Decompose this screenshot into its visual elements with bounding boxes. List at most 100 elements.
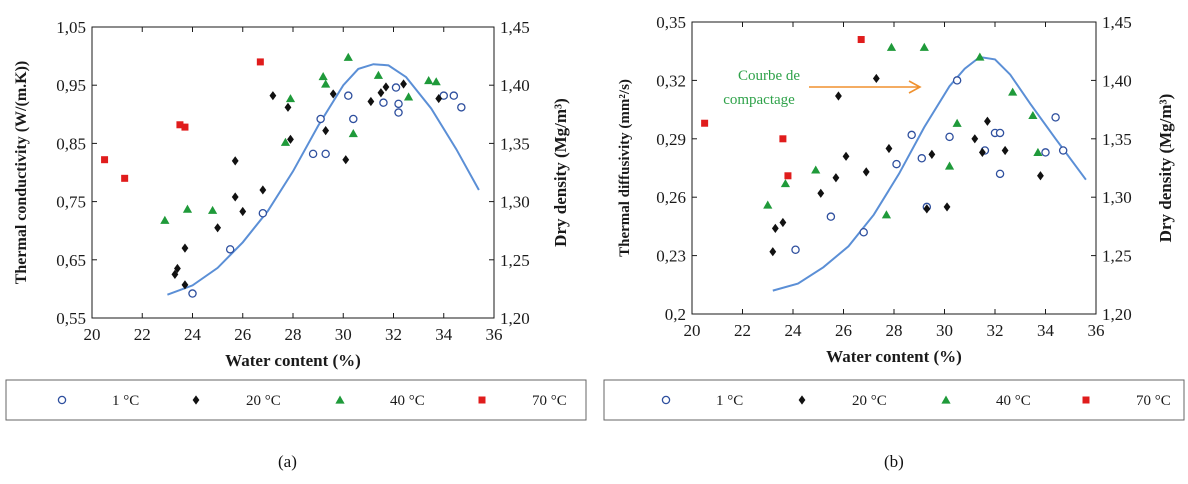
y2-tick-label: 1,20 bbox=[500, 309, 530, 328]
data-point bbox=[435, 93, 443, 104]
data-point bbox=[176, 121, 184, 129]
legend-marker-2 bbox=[335, 395, 345, 404]
data-point bbox=[1008, 87, 1018, 96]
legend-marker-3 bbox=[478, 396, 486, 404]
data-point bbox=[701, 119, 709, 127]
series-2 bbox=[160, 52, 441, 224]
y-tick-label: 0,32 bbox=[656, 71, 686, 90]
y2-tick-label: 1,30 bbox=[500, 193, 530, 212]
data-point bbox=[780, 179, 791, 188]
data-point bbox=[181, 280, 189, 290]
x-tick-label: 36 bbox=[486, 325, 503, 344]
data-point bbox=[881, 210, 892, 219]
data-point bbox=[784, 172, 792, 180]
data-point bbox=[231, 156, 239, 166]
data-point bbox=[373, 70, 384, 79]
y-tick-label: 0,65 bbox=[56, 251, 86, 270]
data-point bbox=[239, 206, 247, 217]
data-point bbox=[945, 132, 954, 142]
y-tick-label: 0,95 bbox=[56, 76, 86, 95]
chart-panel-a: 20 22 24 26 28 30 32 34 36 0,55 0,65 0,75 0,85 0,95 1,… bbox=[0, 0, 594, 479]
x-tick-label: 34 bbox=[435, 325, 453, 344]
y-tick-label: 0,85 bbox=[56, 134, 86, 153]
data-point bbox=[342, 155, 350, 165]
y2-tick-label: 1,40 bbox=[500, 76, 530, 95]
data-point bbox=[214, 223, 222, 233]
data-point bbox=[318, 71, 328, 81]
annotation-arrow-head bbox=[908, 80, 922, 94]
data-point bbox=[321, 149, 330, 159]
y2-tick-label: 1,45 bbox=[500, 18, 530, 37]
data-point bbox=[886, 42, 897, 51]
data-point bbox=[1041, 148, 1050, 157]
x-tick-label: 20 bbox=[684, 321, 701, 340]
data-point bbox=[1001, 145, 1009, 156]
y2-tick-label: 1,25 bbox=[500, 251, 530, 270]
data-point bbox=[943, 202, 951, 212]
data-point bbox=[944, 161, 955, 170]
x-tick-label: 24 bbox=[184, 325, 202, 344]
data-point bbox=[316, 114, 325, 124]
data-point bbox=[348, 129, 358, 138]
data-point bbox=[779, 217, 787, 228]
y2-tick-label: 1,25 bbox=[1102, 247, 1132, 266]
data-point bbox=[449, 91, 459, 100]
data-point bbox=[403, 92, 414, 101]
data-point bbox=[872, 73, 880, 84]
data-point bbox=[284, 102, 292, 112]
data-point bbox=[971, 134, 979, 144]
data-point bbox=[258, 208, 268, 218]
data-point bbox=[256, 58, 264, 66]
data-point bbox=[952, 76, 962, 85]
x-tick-label: 34 bbox=[1037, 321, 1055, 340]
y-tick-label: 0,55 bbox=[56, 309, 86, 328]
data-point bbox=[394, 108, 403, 117]
y2-axis-label: Dry density (Mg/m³) bbox=[1156, 94, 1175, 243]
data-point bbox=[160, 215, 170, 224]
data-point bbox=[174, 263, 181, 274]
data-point bbox=[349, 114, 358, 124]
data-point bbox=[811, 165, 821, 174]
panel-caption-b: (b) bbox=[884, 452, 904, 471]
data-point bbox=[1037, 171, 1044, 181]
x-tick-label: 26 bbox=[234, 325, 251, 344]
y2-tick-label: 1,45 bbox=[1102, 13, 1132, 32]
data-point bbox=[231, 192, 239, 202]
legend-label-0: 1 °C bbox=[112, 393, 139, 409]
chart-panel-b: 20 22 24 26 28 30 32 34 36 0,2 0,23 0,26 0,29 0,32 0,3… bbox=[594, 0, 1188, 479]
data-point bbox=[919, 42, 929, 51]
x-tick-label: 30 bbox=[335, 325, 352, 344]
series-3 bbox=[101, 58, 264, 182]
data-point bbox=[928, 149, 936, 159]
x-tick-label: 30 bbox=[936, 321, 953, 340]
y-tick-label: 0,26 bbox=[656, 188, 686, 207]
legend-label-0: 1 °C bbox=[716, 393, 743, 409]
x-tick-label: 28 bbox=[285, 325, 302, 344]
data-point bbox=[308, 149, 318, 159]
legend-box bbox=[5, 379, 587, 421]
y-axis-label: Thermal conductivity (W/(m.K)) bbox=[13, 61, 30, 285]
legend-marker-0 bbox=[57, 395, 67, 405]
data-point bbox=[182, 204, 193, 213]
legend-label-2: 40 °C bbox=[390, 393, 425, 409]
data-point bbox=[842, 151, 850, 161]
data-point bbox=[995, 128, 1005, 138]
data-point bbox=[259, 185, 267, 195]
legend-label-1: 20 °C bbox=[852, 393, 887, 409]
data-point bbox=[984, 116, 991, 126]
x-tick-label: 20 bbox=[84, 325, 101, 344]
data-point bbox=[280, 137, 291, 146]
data-point bbox=[344, 91, 353, 100]
legend-marker-2 bbox=[941, 395, 951, 404]
y2-tick-label: 1,35 bbox=[1102, 130, 1132, 149]
x-axis-label: Water content (%) bbox=[225, 351, 361, 370]
annotation-text-line1: Courbe de bbox=[738, 68, 800, 84]
data-point bbox=[343, 52, 353, 61]
data-point bbox=[329, 89, 337, 99]
data-point bbox=[121, 174, 129, 182]
data-point bbox=[431, 77, 441, 86]
data-point bbox=[400, 79, 407, 89]
legend-marker-3 bbox=[1082, 396, 1090, 404]
x-tick-label: 22 bbox=[134, 325, 151, 344]
data-point bbox=[1051, 113, 1060, 122]
